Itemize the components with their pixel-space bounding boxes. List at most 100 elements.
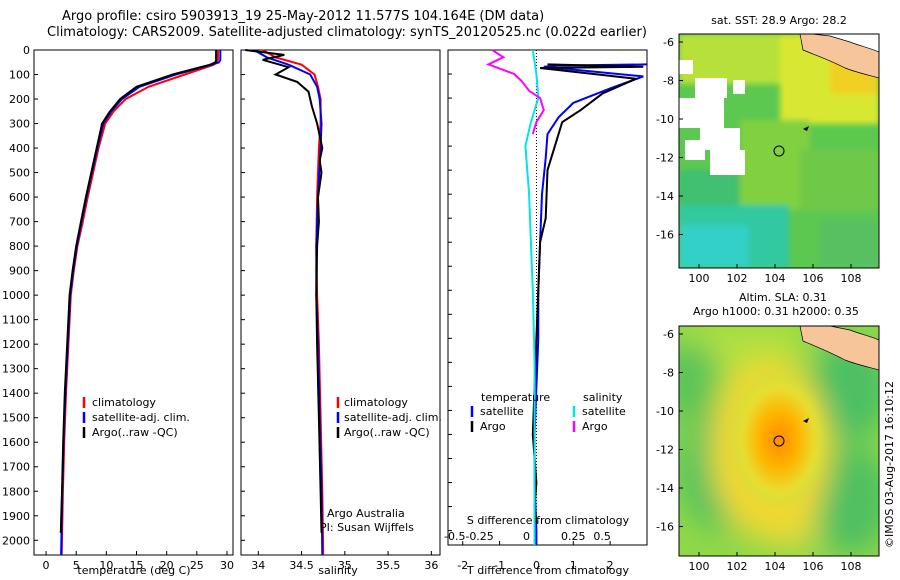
series-line-argo bbox=[485, 49, 545, 135]
x-tick-label: 34 bbox=[251, 559, 265, 572]
y-tick-label: 1100 bbox=[2, 314, 30, 327]
map-y-tick-label: -6 bbox=[663, 36, 674, 49]
difference-panel: -2 -1 0 1 2 -0.5 -0.25 0 0.25 0.5 S difference f… bbox=[444, 49, 648, 577]
temperature-legend: climatology satellite-adj. clim. Argo(..… bbox=[82, 396, 190, 439]
title-line-1: Argo profile: csiro 5903913_19 25-May-20… bbox=[62, 9, 545, 24]
x-tick-label: 10 bbox=[99, 559, 113, 572]
legend-argo-label: Argo(..raw -QC) bbox=[92, 426, 178, 439]
sst-land-mass bbox=[799, 34, 879, 79]
map-x-tick-label: 104 bbox=[765, 272, 786, 285]
map-x-tick-label: 106 bbox=[803, 272, 824, 285]
y-tick-label: 900 bbox=[9, 265, 30, 278]
y-tick-label: 200 bbox=[9, 93, 30, 106]
x-tick-label: 15 bbox=[130, 559, 144, 572]
sst-axes: 100 102 104 106 108 -6 -8 -10 -12 -14 -16 bbox=[656, 36, 861, 285]
x-tick-label: 34.5 bbox=[289, 559, 314, 572]
temperature-axes-frame bbox=[33, 49, 234, 556]
x-tick-label: -1 bbox=[494, 559, 505, 572]
temperature-panel: 0100200300400500600700800900100011001200… bbox=[2, 44, 234, 577]
sst-map: sat. SST: 28.9 Argo: 28.2 bbox=[656, 14, 880, 285]
y-tick-label: 1600 bbox=[2, 436, 30, 449]
series-line-argo bbox=[531, 63, 644, 524]
sst-island-marker bbox=[803, 126, 809, 131]
x-tick-label: 2 bbox=[607, 559, 614, 572]
t-difference-x-label: T difference from climatology bbox=[466, 564, 629, 577]
x-tick-label: -2 bbox=[457, 559, 468, 572]
legend-t-argo-label: Argo bbox=[480, 420, 506, 433]
y-tick-label: 700 bbox=[9, 216, 30, 229]
map-y-tick-label: -6 bbox=[663, 328, 674, 341]
sst-map-frame bbox=[678, 33, 880, 269]
y-tick-label: 1400 bbox=[2, 387, 30, 400]
map-x-tick-label: 100 bbox=[689, 560, 710, 573]
s-difference-x-axis: -0.5 -0.25 0 0.25 0.5 bbox=[444, 530, 611, 543]
y-tick-label: 0 bbox=[23, 44, 30, 57]
legend-argo-label: Argo(..raw -QC) bbox=[344, 426, 430, 439]
annotation-argo-australia: Argo Australia bbox=[327, 507, 405, 520]
salinity-x-axis: 34 34.5 35 35.5 36 bbox=[251, 551, 438, 572]
legend-climatology-label: climatology bbox=[92, 396, 156, 409]
map-y-tick-label: -12 bbox=[656, 152, 674, 165]
difference-legend: temperature satellite Argo salinity sate… bbox=[470, 391, 626, 433]
legend-t-satellite-label: satellite bbox=[480, 405, 524, 418]
temperature-x-label: temperature (deg C) bbox=[77, 564, 190, 577]
map-y-tick-label: -12 bbox=[656, 444, 674, 457]
salinity-panel: 34 34.5 35 35.5 36 salinity climatology sate… bbox=[240, 49, 442, 577]
s-difference-x-label: S difference from climatology bbox=[467, 514, 630, 527]
map-x-tick-label: 106 bbox=[803, 560, 824, 573]
sla-land-mass bbox=[799, 326, 879, 371]
sla-map-title-1: Altim. SLA: 0.31 bbox=[739, 291, 827, 304]
series-line-argo-raw-qc- bbox=[59, 50, 218, 533]
sst-field bbox=[679, 34, 879, 268]
s-diff-tick-label: -0.5 bbox=[444, 530, 465, 543]
title-line-2: Climatology: CARS2009. Satellite-adjuste… bbox=[47, 25, 647, 40]
legend-climatology-label: climatology bbox=[344, 396, 408, 409]
map-x-tick-label: 100 bbox=[689, 272, 710, 285]
difference-series bbox=[485, 49, 648, 545]
x-tick-label: 25 bbox=[190, 559, 204, 572]
y-tick-label: 300 bbox=[9, 118, 30, 131]
salinity-depth-ticks bbox=[241, 49, 245, 541]
depth-axis: 0 100 200 300 400 500 600 700 800 900 1000 1100 1200… bbox=[2, 44, 38, 547]
y-tick-label: 1700 bbox=[2, 461, 30, 474]
sla-map: Altim. SLA: 0.31 Argo h1000: 0.31 h2000:… bbox=[656, 291, 880, 573]
sst-missing-data-patches bbox=[679, 60, 745, 175]
salinity-series bbox=[245, 49, 325, 556]
legend-satellite-label: satellite-adj. clim. bbox=[344, 411, 442, 424]
sla-profile-location-marker bbox=[773, 435, 785, 447]
salinity-x-label: salinity bbox=[318, 564, 358, 577]
y-tick-label: 1800 bbox=[2, 485, 30, 498]
y-tick-label: 1900 bbox=[2, 510, 30, 523]
y-tick-label: 400 bbox=[9, 142, 30, 155]
difference-axes-frame bbox=[447, 49, 648, 546]
map-y-tick-label: -16 bbox=[656, 229, 674, 242]
map-y-tick-label: -14 bbox=[656, 482, 674, 495]
legend-s-argo-label: Argo bbox=[582, 420, 608, 433]
y-tick-label: 1500 bbox=[2, 412, 30, 425]
legend-satellite-label: satellite-adj. clim. bbox=[92, 411, 190, 424]
x-tick-label: 5 bbox=[73, 559, 80, 572]
s-diff-tick-label: 0.5 bbox=[593, 530, 611, 543]
map-y-tick-label: -8 bbox=[663, 75, 674, 88]
x-tick-label: 0 bbox=[533, 559, 540, 572]
y-tick-label: 1300 bbox=[2, 363, 30, 376]
y-tick-label: 1000 bbox=[2, 289, 30, 302]
x-tick-label: 0 bbox=[43, 559, 50, 572]
annotation-pi: PI: Susan Wijffels bbox=[320, 521, 414, 534]
sst-map-title: sat. SST: 28.9 Argo: 28.2 bbox=[711, 14, 847, 27]
sla-map-title-2: Argo h1000: 0.31 h2000: 0.35 bbox=[693, 305, 859, 318]
y-tick-label: 800 bbox=[9, 240, 30, 253]
salinity-axes-frame bbox=[240, 49, 441, 556]
temperature-series bbox=[59, 50, 222, 556]
legend-temperature-title: temperature bbox=[481, 391, 550, 404]
map-y-tick-label: -16 bbox=[656, 521, 674, 534]
sla-field bbox=[679, 326, 879, 556]
y-tick-label: 2000 bbox=[2, 534, 30, 547]
y-tick-label: 600 bbox=[9, 191, 30, 204]
imos-timestamp: ©IMOS 03-Aug-2017 16:10:12 bbox=[883, 381, 896, 548]
sla-map-frame bbox=[678, 325, 880, 557]
map-y-tick-label: -10 bbox=[656, 113, 674, 126]
map-y-tick-label: -14 bbox=[656, 190, 674, 203]
x-tick-label: 36 bbox=[424, 559, 438, 572]
